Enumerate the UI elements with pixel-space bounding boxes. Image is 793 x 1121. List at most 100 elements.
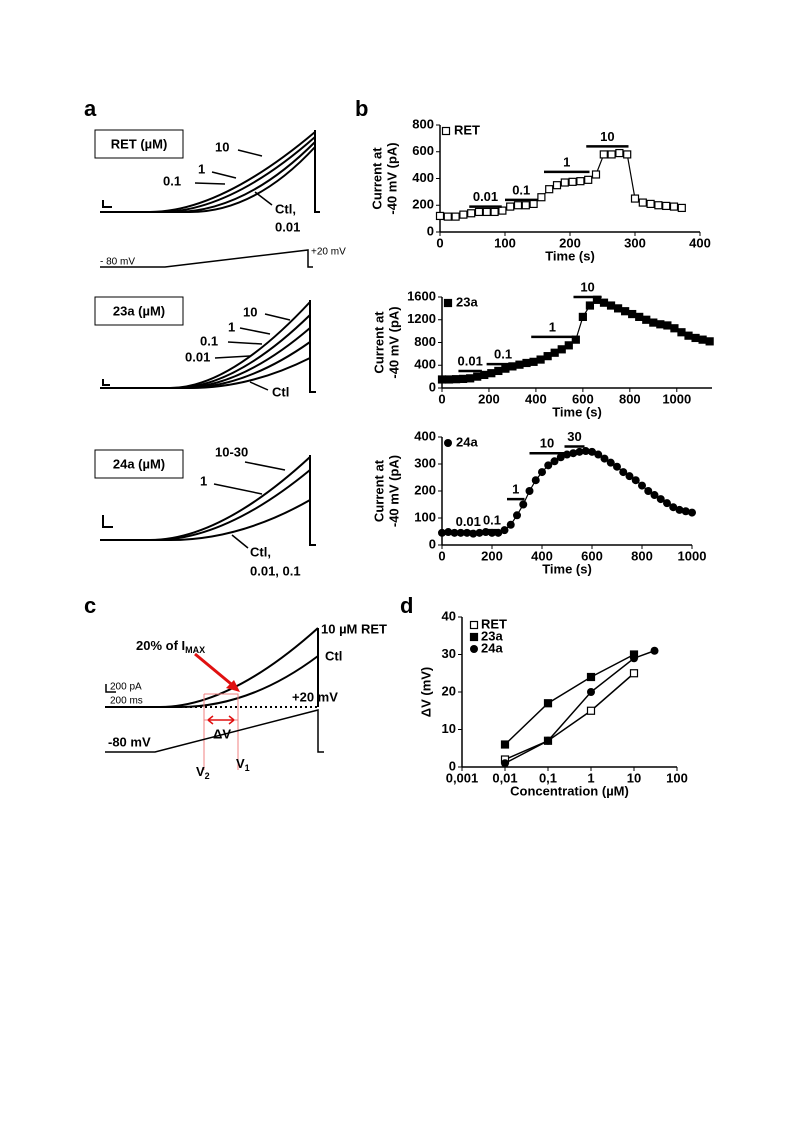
marker <box>556 453 565 462</box>
marker <box>606 458 615 467</box>
marker <box>506 520 515 529</box>
marker <box>675 505 684 514</box>
marker <box>599 298 609 307</box>
marker <box>501 759 509 768</box>
marker <box>543 352 552 361</box>
marker <box>638 481 646 490</box>
box <box>94 129 184 159</box>
marker <box>490 207 499 217</box>
annotation: 1 <box>245 763 250 773</box>
x-tick-label: 0,01 <box>492 770 517 785</box>
ramp-label: -80 mV <box>108 734 151 749</box>
marker <box>569 449 578 458</box>
marker <box>500 740 510 749</box>
marker <box>684 331 693 340</box>
trace-group: 23a (µM) 10 1 0.1 0.01 Ctl <box>94 296 316 399</box>
y-tick-label: 800 <box>412 116 434 131</box>
panel-label: c <box>84 593 96 618</box>
legend-label: 24a <box>456 434 478 449</box>
marker <box>513 511 521 520</box>
group-title: RET (µM) <box>111 136 168 151</box>
annotation: 0.1 <box>483 513 501 528</box>
panel-label: b <box>355 96 368 121</box>
marker <box>578 312 587 322</box>
annotation: 20% of IMAX <box>136 638 205 655</box>
panel-label: d <box>400 593 413 618</box>
y-axis-label: Current at <box>371 311 386 374</box>
marker <box>656 320 665 329</box>
marker <box>470 645 478 653</box>
annotation: V2 <box>196 764 210 781</box>
y-axis-label: Current at <box>371 459 386 522</box>
marker <box>494 366 503 376</box>
marker <box>525 487 534 495</box>
y-tick-label: 400 <box>414 357 436 372</box>
group-title: 23a (µM) <box>113 303 165 318</box>
marker <box>467 209 476 218</box>
marker <box>607 150 616 159</box>
y-tick-label: 400 <box>412 170 434 185</box>
marker <box>669 503 678 512</box>
x-tick-label: 1000 <box>662 391 691 406</box>
y-tick-label: 400 <box>414 428 436 443</box>
annotation: 1 <box>549 319 556 334</box>
ramp-label: +20 mV <box>292 689 338 704</box>
marker <box>635 312 644 322</box>
marker <box>475 528 484 537</box>
marker <box>444 528 453 537</box>
y-axis-label: -40 mV (pA) <box>386 455 401 527</box>
trace-label: 1 <box>200 473 207 488</box>
annotation: 1 <box>512 482 519 497</box>
marker <box>444 439 452 447</box>
trace <box>314 130 320 213</box>
x-tick-label: 600 <box>572 391 594 406</box>
marker <box>451 375 461 384</box>
marker <box>459 210 468 219</box>
ramp-line <box>100 249 313 268</box>
marker <box>538 468 546 477</box>
x-tick-label: 600 <box>581 548 603 563</box>
fit-line <box>504 650 655 764</box>
marker <box>575 447 584 456</box>
x-tick-label: 400 <box>525 391 547 406</box>
annotation: 0.01 <box>456 514 481 529</box>
annotation: 10 <box>580 279 594 294</box>
ramp-label: +20 mV <box>311 247 346 258</box>
ramp-label: - 80 mV <box>100 257 135 268</box>
y-tick-label: 20 <box>442 683 456 698</box>
marker <box>545 185 554 194</box>
marker <box>469 620 479 630</box>
group-title: 24a (µM) <box>113 456 165 471</box>
marker <box>628 309 637 319</box>
trace-label: 10 <box>215 139 229 154</box>
marker <box>650 646 659 655</box>
marker <box>581 447 590 456</box>
x-tick-label: 100 <box>666 770 688 785</box>
trace-label: 1 <box>198 161 205 176</box>
marker <box>606 301 616 310</box>
x-tick-label: 0 <box>436 235 443 250</box>
marker <box>698 335 707 344</box>
marker <box>482 207 491 217</box>
marker <box>688 508 696 517</box>
marker <box>677 203 686 213</box>
legend-label: 23a <box>456 294 478 309</box>
marker <box>586 672 596 682</box>
x-tick-label: 200 <box>559 235 581 250</box>
marker <box>550 457 559 466</box>
trace <box>100 146 316 213</box>
y-tick-label: 100 <box>414 509 436 524</box>
marker <box>691 333 700 343</box>
marker <box>544 736 552 745</box>
y-tick-label: 300 <box>414 455 436 470</box>
x-tick-label: 1 <box>587 770 594 785</box>
y-tick-label: 0 <box>449 758 456 773</box>
y-tick-label: 600 <box>412 143 434 158</box>
scale-bar <box>105 684 116 693</box>
trace-label: Ctl <box>325 648 342 663</box>
marker <box>537 193 546 202</box>
y-tick-label: 1200 <box>407 311 436 326</box>
marker <box>623 150 632 159</box>
annotation: 20% of I <box>136 638 185 653</box>
